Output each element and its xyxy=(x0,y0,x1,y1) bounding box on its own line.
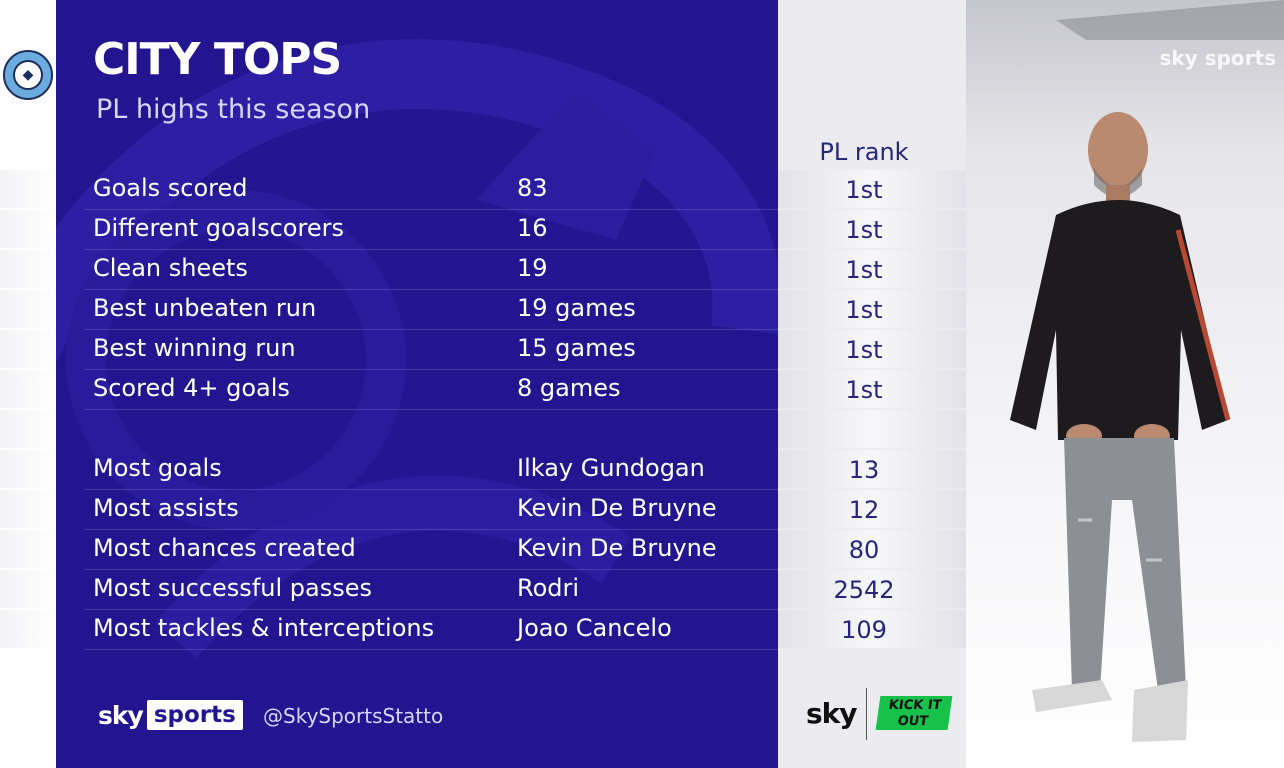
left-stripe xyxy=(0,170,56,208)
table-row: Different goalscorers 16 1st xyxy=(56,210,966,250)
row-divider xyxy=(84,289,778,290)
left-stripe xyxy=(0,410,56,448)
rank-cell-bg xyxy=(778,330,966,368)
stat-rank: 1st xyxy=(845,296,883,324)
row-divider xyxy=(84,209,778,210)
stat-value: 15 games xyxy=(517,334,636,362)
stat-label: Best unbeaten run xyxy=(93,294,317,322)
stat-rank: 1st xyxy=(845,376,883,404)
stat-value: 8 games xyxy=(517,374,621,402)
rank-cell-bg xyxy=(778,610,966,648)
rank-cell-bg xyxy=(778,450,966,488)
stat-label: Clean sheets xyxy=(93,254,248,282)
stat-value: 109 xyxy=(841,616,887,644)
stats-panel: CITY TOPS PL highs this season xyxy=(56,0,778,768)
sky-partner-logo: sky xyxy=(806,697,858,730)
left-stripe xyxy=(0,610,56,648)
manager-photo: sky sports xyxy=(966,0,1284,768)
row-divider xyxy=(84,409,778,410)
rank-cell-bg xyxy=(778,530,966,568)
stat-value: 80 xyxy=(848,536,880,564)
stat-value: 2542 xyxy=(833,576,895,604)
left-stripe xyxy=(0,250,56,288)
left-stripe xyxy=(0,450,56,488)
table-row: Most tackles & interceptions Joao Cancel… xyxy=(56,610,966,650)
stat-value: 19 xyxy=(517,254,548,282)
stat-value: 13 xyxy=(848,456,880,484)
stat-value: 83 xyxy=(517,174,548,202)
row-divider xyxy=(84,649,778,650)
table-row: Most goals Ilkay Gundogan 13 xyxy=(56,450,966,490)
row-divider xyxy=(84,489,778,490)
row-divider xyxy=(84,249,778,250)
left-stripe xyxy=(0,330,56,368)
rank-cell-bg xyxy=(778,410,966,448)
left-stripe xyxy=(0,490,56,528)
premier-league-lion-watermark-icon xyxy=(56,39,778,659)
rank-cell-bg xyxy=(778,370,966,408)
kick-it-out-logo: KICK IT OUT xyxy=(875,696,953,730)
stat-value: 12 xyxy=(848,496,880,524)
page-subtitle: PL highs this season xyxy=(96,94,371,125)
player-name: Kevin De Bruyne xyxy=(517,494,717,522)
stat-label: Different goalscorers xyxy=(93,214,344,242)
table-row: Most successful passes Rodri 2542 xyxy=(56,570,966,610)
row-divider xyxy=(84,529,778,530)
stat-value: 16 xyxy=(517,214,548,242)
left-stripe xyxy=(0,290,56,328)
player-name: Joao Cancelo xyxy=(517,614,672,642)
stat-label: Most successful passes xyxy=(93,574,372,602)
table-row: Most chances created Kevin De Bruyne 80 xyxy=(56,530,966,570)
row-divider xyxy=(84,369,778,370)
social-handle: @SkySportsStatto xyxy=(263,704,444,728)
stat-value: 19 games xyxy=(517,294,636,322)
table-row: Best unbeaten run 19 games 1st xyxy=(56,290,966,330)
row-divider xyxy=(84,569,778,570)
stat-rank: 1st xyxy=(845,336,883,364)
rank-column-header: PL rank xyxy=(819,138,909,166)
left-stripe xyxy=(0,530,56,568)
stat-label: Most tackles & interceptions xyxy=(93,614,435,642)
row-divider xyxy=(84,329,778,330)
sports-wordmark: sports xyxy=(146,700,243,730)
stat-rank: 1st xyxy=(845,256,883,284)
stat-label: Best winning run xyxy=(93,334,296,362)
rank-cell-bg xyxy=(778,250,966,288)
stat-label: Goals scored xyxy=(93,174,248,202)
row-divider xyxy=(84,609,778,610)
table-row: Best winning run 15 games 1st xyxy=(56,330,966,370)
stat-label: Scored 4+ goals xyxy=(93,374,290,402)
player-name: Kevin De Bruyne xyxy=(517,534,717,562)
stat-label: Most assists xyxy=(93,494,239,522)
rank-cell-bg xyxy=(778,490,966,528)
stat-label: Most chances created xyxy=(93,534,356,562)
page-title: CITY TOPS xyxy=(93,34,342,85)
left-stripe xyxy=(0,370,56,408)
table-row: Scored 4+ goals 8 games 1st xyxy=(56,370,966,410)
stat-rank: 1st xyxy=(845,176,883,204)
rank-cell-bg xyxy=(778,290,966,328)
player-name: Ilkay Gundogan xyxy=(517,454,705,482)
logo-divider xyxy=(866,688,867,740)
sky-sports-logo: sky sports xyxy=(98,700,243,730)
sky-wordmark: sky xyxy=(98,700,144,730)
left-stripe xyxy=(0,570,56,608)
table-row: Goals scored 83 1st xyxy=(56,170,966,210)
stat-rank: 1st xyxy=(845,216,883,244)
stat-label: Most goals xyxy=(93,454,222,482)
rank-cell-bg xyxy=(778,570,966,608)
rank-cell-bg xyxy=(778,210,966,248)
player-name: Rodri xyxy=(517,574,580,602)
left-stripe xyxy=(0,210,56,248)
person-illustration xyxy=(1010,0,1284,742)
table-row: Clean sheets 19 1st xyxy=(56,250,966,290)
rank-cell-bg xyxy=(778,170,966,208)
table-row: Most assists Kevin De Bruyne 12 xyxy=(56,490,966,530)
manchester-city-crest-icon: ◆ xyxy=(3,50,53,100)
sky-sports-watermark: sky sports xyxy=(1159,46,1277,70)
